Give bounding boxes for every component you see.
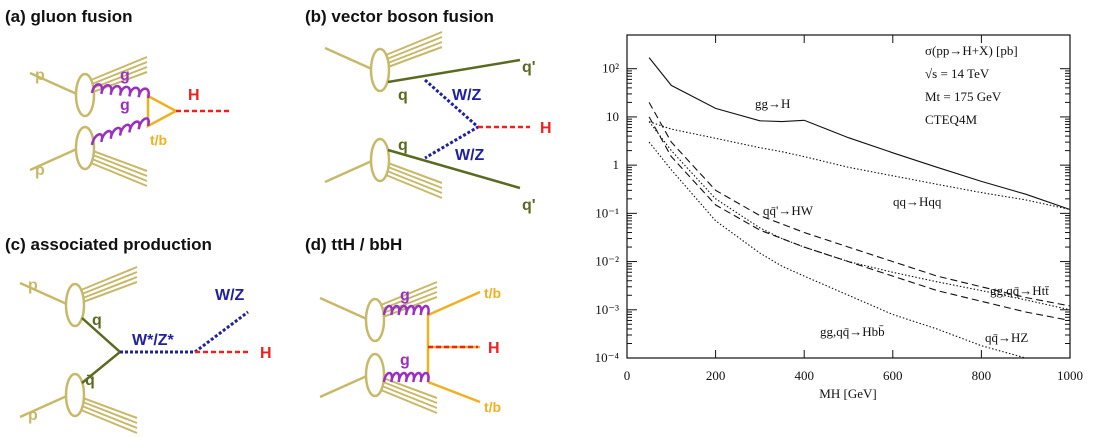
label: t/b xyxy=(484,399,501,415)
gluon xyxy=(382,371,430,383)
series-line xyxy=(648,102,1071,307)
label: H xyxy=(260,345,272,362)
y-tick-label: 1 xyxy=(613,157,620,172)
x-tick-label: 600 xyxy=(883,368,903,383)
annotation: CTEQ4M xyxy=(925,112,977,127)
series-line xyxy=(648,57,1071,211)
diagram-title: (d) ttH / bbH xyxy=(305,235,402,254)
label: W*/Z* xyxy=(132,332,175,349)
label: q' xyxy=(522,197,536,214)
label: p xyxy=(28,407,38,424)
label: W/Z xyxy=(452,87,482,104)
proton xyxy=(323,137,444,200)
series-label: gg,qq̄→Htt̄ xyxy=(990,283,1049,298)
series-label: qq̄'→HW xyxy=(763,203,814,218)
y-tick-label: 10 xyxy=(606,109,619,124)
label: q xyxy=(398,137,408,154)
x-tick-label: 0 xyxy=(624,368,631,383)
gluon xyxy=(90,83,150,99)
label: t/b xyxy=(484,285,501,301)
x-tick-label: 1000 xyxy=(1057,368,1083,383)
label: H xyxy=(188,87,200,104)
x-tick-label: 400 xyxy=(794,368,814,383)
diagram-title: (b) vector boson fusion xyxy=(305,7,494,26)
series-line xyxy=(648,121,1071,311)
boson-line xyxy=(194,310,249,354)
series-label: qq→Hqq xyxy=(893,194,942,209)
proton xyxy=(318,280,439,343)
x-tick-label: 200 xyxy=(706,368,726,383)
series-label: gg,qq̄→Hbb̄ xyxy=(820,324,885,339)
annotation: √s = 14 TeV xyxy=(925,66,990,81)
label: q xyxy=(92,312,102,329)
y-tick-label: 10⁻² xyxy=(595,254,619,269)
label: p xyxy=(35,162,45,179)
label: g xyxy=(400,287,410,304)
label: p xyxy=(28,277,38,294)
label: q xyxy=(398,87,408,104)
annotation: Mt = 175 GeV xyxy=(925,89,1002,104)
series-line xyxy=(648,141,1026,359)
proton xyxy=(318,352,439,415)
series-label: gg→H xyxy=(755,96,790,111)
label: g xyxy=(400,352,410,369)
proton xyxy=(18,372,139,435)
label: q̄ xyxy=(85,372,95,389)
quark-line xyxy=(387,58,521,190)
label: g xyxy=(120,97,130,114)
y-tick-label: 10⁻³ xyxy=(595,302,619,317)
diagrams: (a) gluon fusion p p g g t/b H (b) vecto… xyxy=(5,7,552,435)
series-line xyxy=(648,116,1071,322)
quark-loop xyxy=(146,93,179,129)
annotation: σ(pp→H+X) [pb] xyxy=(925,43,1018,58)
gluon xyxy=(90,117,150,146)
y-tick-label: 10⁻⁴ xyxy=(595,350,620,365)
x-tick-label: 800 xyxy=(972,368,992,383)
proton xyxy=(18,265,139,328)
label: W/Z xyxy=(215,287,245,304)
label: q' xyxy=(522,59,536,76)
diagram-title: (c) associated production xyxy=(5,235,212,254)
x-axis-label: MH [GeV] xyxy=(819,386,876,401)
label: g xyxy=(120,67,130,84)
proton xyxy=(323,30,444,93)
diagram-title: (a) gluon fusion xyxy=(5,7,132,26)
label: W/Z xyxy=(455,147,485,164)
proton xyxy=(28,125,149,188)
label: t/b xyxy=(150,132,167,148)
series-line xyxy=(648,121,1071,211)
label: H xyxy=(540,120,552,137)
label: p xyxy=(35,67,45,84)
label: H xyxy=(488,340,500,357)
series-label: qq̄→HZ xyxy=(985,330,1028,345)
y-tick-label: 10² xyxy=(602,61,619,76)
gluon xyxy=(382,304,430,316)
plot-frame xyxy=(626,34,1071,359)
y-tick-label: 10⁻¹ xyxy=(595,205,619,220)
